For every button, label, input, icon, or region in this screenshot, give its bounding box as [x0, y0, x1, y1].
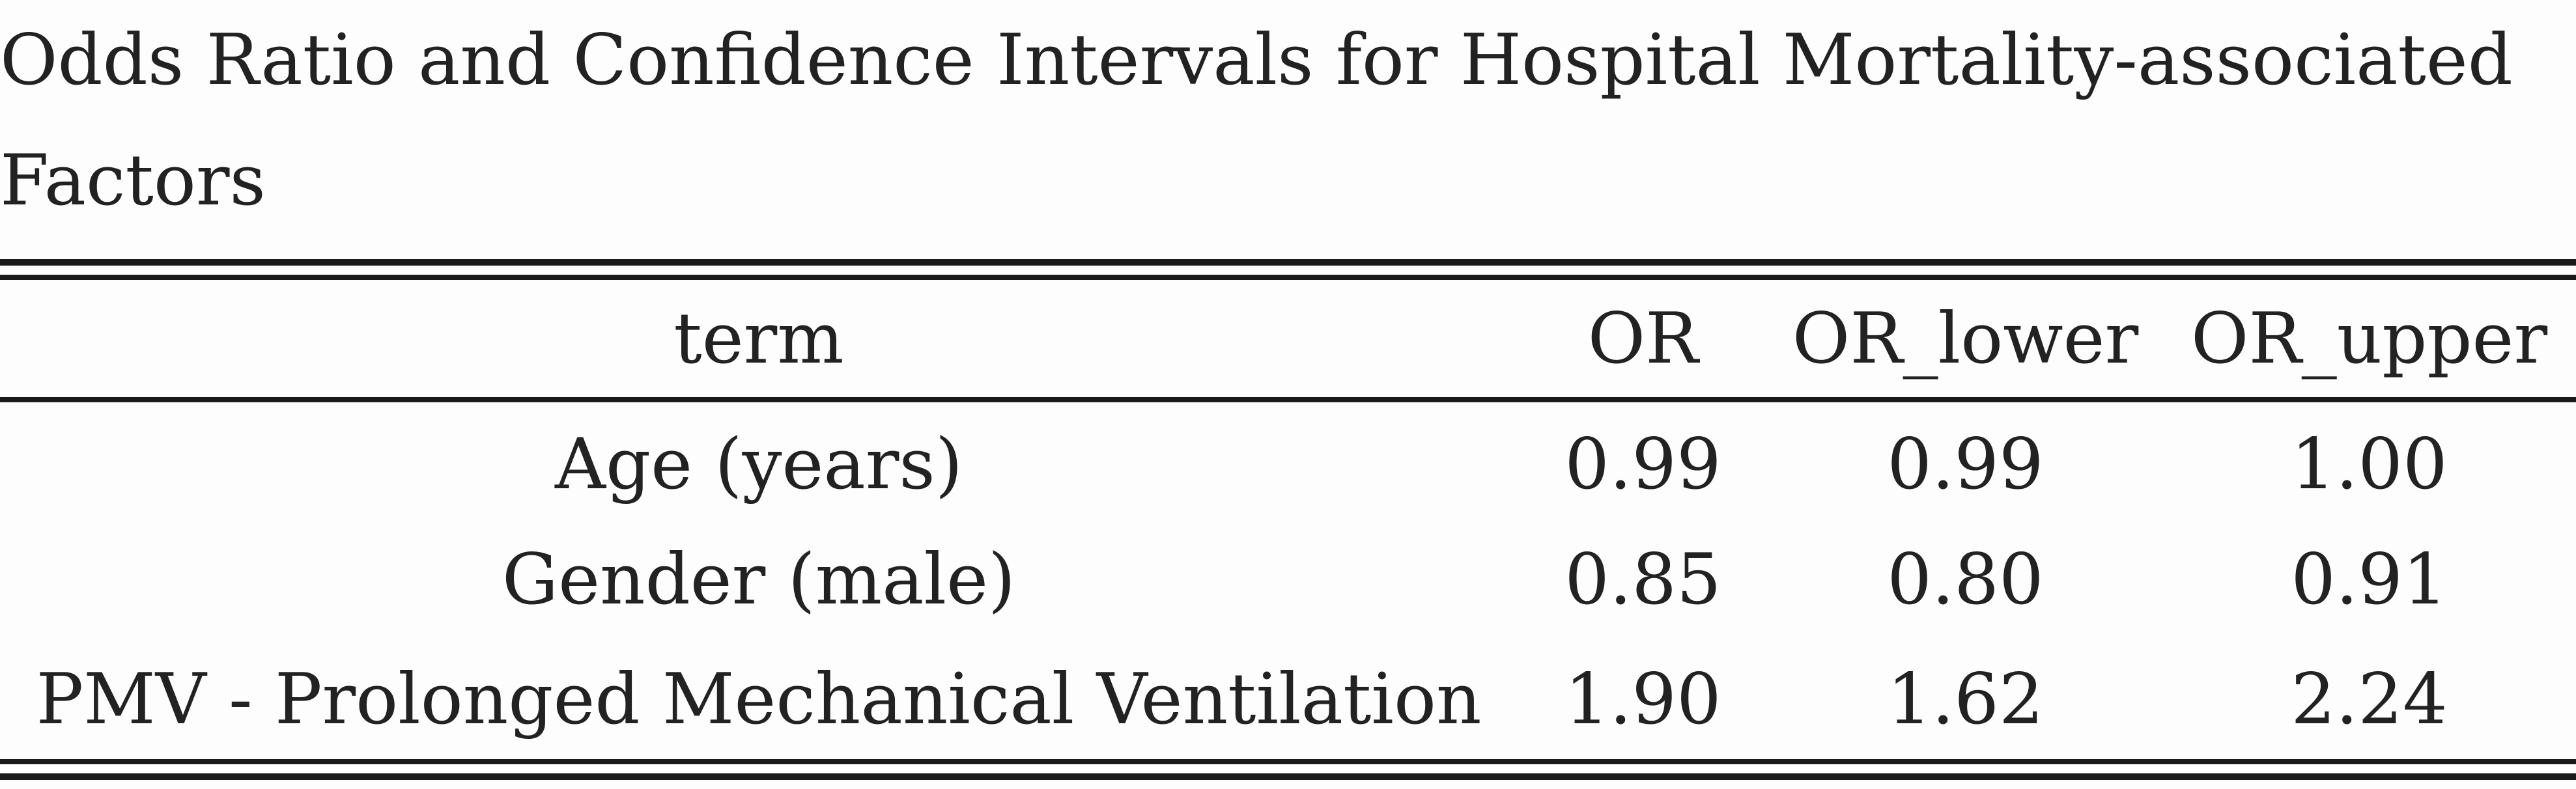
- top-rule-inner: [0, 275, 2576, 280]
- cell-term: PMV - Prolonged Mechanical Ventilation: [36, 658, 1482, 740]
- cell-or-lower: 1.62: [1887, 658, 2044, 740]
- table-header-row: term OR OR_lower OR_upper: [0, 280, 2576, 402]
- cell-or-upper: 2.24: [2291, 658, 2448, 740]
- odds-ratio-table: term OR OR_lower OR_upper Age (years) 0.…: [0, 280, 2576, 759]
- table-row: Age (years) 0.99 0.99 1.00: [0, 400, 2576, 519]
- column-header-or: OR: [1518, 280, 1768, 402]
- table-row: Gender (male) 0.85 0.80 0.91: [0, 519, 2576, 639]
- cell-or-lower: 0.80: [1887, 538, 2044, 620]
- cell-or-lower: 0.99: [1887, 423, 2044, 505]
- odds-ratio-table-container: term OR OR_lower OR_upper Age (years) 0.…: [0, 259, 2576, 780]
- bottom-rule-outer: [0, 773, 2576, 780]
- column-header-term: term: [0, 280, 1518, 402]
- bottom-rule-inner: [0, 759, 2576, 764]
- top-rule-outer: [0, 259, 2576, 266]
- table-caption: Odds Ratio and Confidence Intervals for …: [0, 20, 2513, 221]
- column-header-or-lower: OR_lower: [1768, 280, 2162, 402]
- cell-or: 0.85: [1564, 538, 1721, 620]
- cell-term: Age (years): [554, 423, 963, 505]
- cell-or-upper: 1.00: [2291, 423, 2448, 505]
- table-row: PMV - Prolonged Mechanical Ventilation 1…: [0, 639, 2576, 759]
- cell-or-upper: 0.91: [2291, 538, 2448, 620]
- column-header-or-upper: OR_upper: [2162, 280, 2576, 402]
- cell-or: 1.90: [1564, 658, 1721, 740]
- cell-term: Gender (male): [502, 538, 1016, 620]
- cell-or: 0.99: [1564, 423, 1721, 505]
